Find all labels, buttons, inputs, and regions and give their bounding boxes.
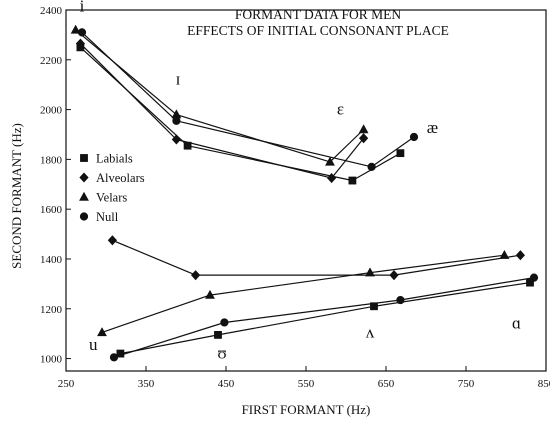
- null-circle-point: [530, 274, 538, 282]
- labials-square-point: [184, 142, 191, 149]
- null-circle-point: [397, 296, 405, 304]
- legend-label: Labials: [96, 152, 133, 166]
- chart-title: FORMANT DATA FOR MEN: [235, 7, 402, 22]
- alveolars-diamond-point: [390, 271, 398, 280]
- y-tick-label: 1800: [40, 154, 63, 166]
- legend-diamond-marker: [80, 173, 88, 182]
- x-tick-label: 250: [58, 378, 75, 390]
- legend-label: Alveolars: [96, 171, 145, 185]
- legend-triangle-marker: [80, 192, 89, 200]
- legend-square-marker: [80, 154, 87, 161]
- vowel-label: ɑ: [512, 314, 521, 333]
- x-tick-label: 750: [458, 378, 475, 390]
- null-circle-point: [78, 29, 86, 37]
- chart-subtitle: EFFECTS OF INITIAL CONSONANT PLACE: [187, 23, 449, 38]
- x-tick-label: 350: [138, 378, 155, 390]
- null-circle-point: [173, 117, 181, 125]
- vowel-label: ʌ: [366, 322, 375, 341]
- x-tick-label: 650: [378, 378, 395, 390]
- legend-label: Null: [96, 210, 119, 224]
- velars-front-line: [76, 30, 364, 162]
- plot-frame: [66, 10, 546, 371]
- legend-label: Velars: [96, 191, 127, 205]
- series-lines: [76, 30, 534, 357]
- alveolars-diamond-point: [191, 271, 199, 280]
- vowel-label: ɛ: [337, 100, 344, 119]
- y-tick-label: 1200: [40, 304, 63, 316]
- null-front-line: [82, 32, 414, 166]
- y-tick-label: 1000: [40, 354, 63, 366]
- null-circle-point: [110, 354, 118, 362]
- alveolars-diamond-point: [108, 236, 116, 245]
- y-tick-label: 2400: [40, 5, 63, 17]
- x-tick-label: 550: [298, 378, 315, 390]
- alveolars-back-line: [112, 240, 520, 275]
- null-back-line: [114, 278, 534, 358]
- labials-back-line: [120, 283, 530, 354]
- vowel-label: u: [89, 335, 98, 354]
- y-axis-label: SECOND FORMANT (Hz): [9, 123, 24, 269]
- vowel-label: ɪ: [176, 70, 181, 89]
- vowel-labels: i ɪ ɛ æ u ʊ ʌ ɑ: [80, 0, 521, 363]
- legend: Labials Alveolars Velars Null: [80, 152, 145, 225]
- legend-circle-marker: [80, 213, 88, 221]
- vowel-label: ʊ: [217, 344, 226, 363]
- velars-triangle-point: [359, 125, 368, 133]
- y-tick-label: 1400: [40, 254, 63, 266]
- labials-square-point: [370, 303, 377, 310]
- y-tick-label: 2000: [40, 105, 63, 117]
- x-tick-label: 850: [538, 378, 550, 390]
- null-circle-point: [368, 163, 376, 171]
- alveolars-diamond-point: [516, 251, 524, 260]
- null-circle-point: [221, 319, 229, 327]
- y-tick-label: 1600: [40, 204, 63, 216]
- labials-square-point: [214, 331, 221, 338]
- x-tick-label: 450: [218, 378, 235, 390]
- velars-triangle-point: [500, 251, 509, 259]
- vowel-label: i: [80, 0, 85, 15]
- x-axis-label: FIRST FORMANT (Hz): [242, 402, 371, 417]
- labials-square-point: [397, 150, 404, 157]
- y-tick-label: 2200: [40, 55, 63, 67]
- series-markers: [71, 25, 538, 361]
- labials-square-point: [349, 177, 356, 184]
- vowel-label: æ: [427, 118, 438, 137]
- null-circle-point: [410, 133, 418, 141]
